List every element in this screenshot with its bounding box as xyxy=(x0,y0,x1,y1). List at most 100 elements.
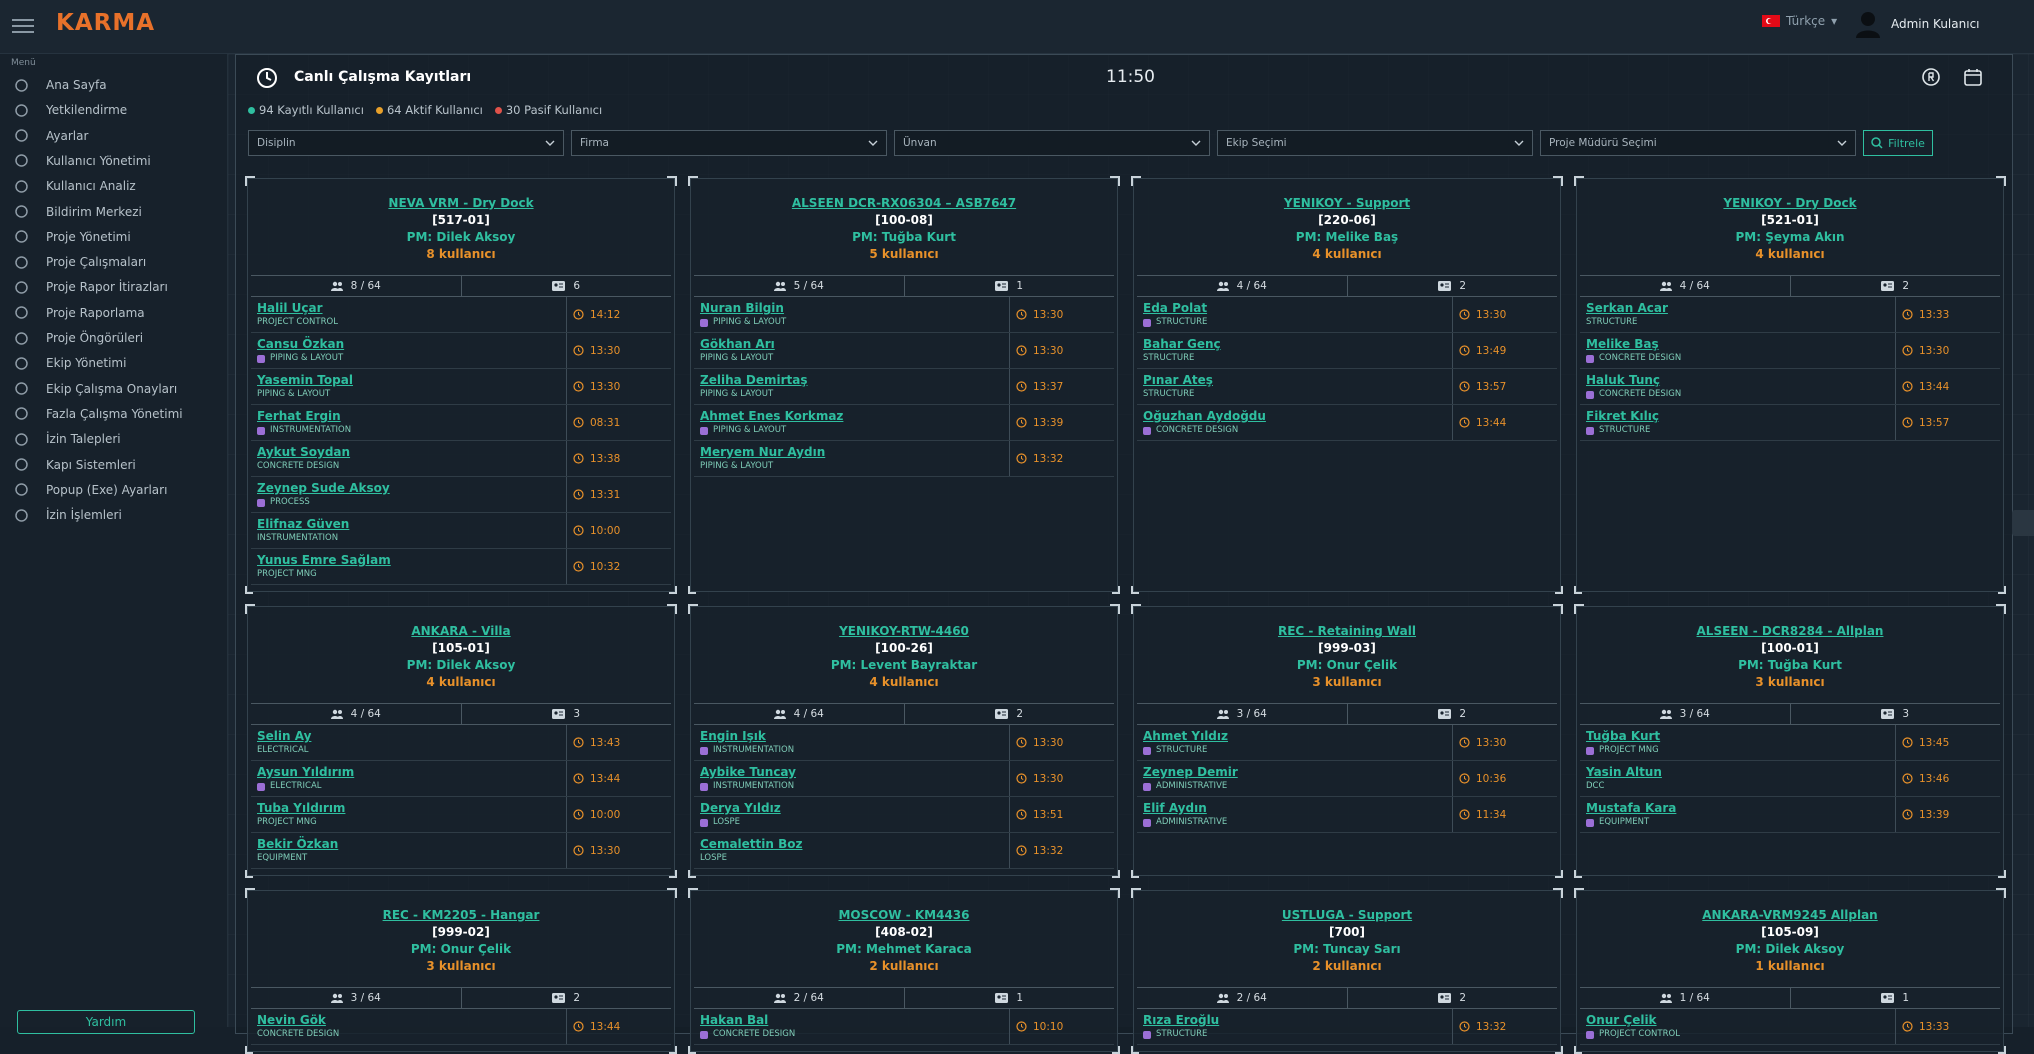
menu-toggle[interactable] xyxy=(12,18,34,34)
menu-item[interactable]: İzin İşlemleri xyxy=(14,504,122,526)
member-name[interactable]: Yasemin Topal xyxy=(257,373,353,387)
member-name[interactable]: Zeliha Demirtaş xyxy=(700,373,808,387)
role-label: STRUCTURE xyxy=(1156,1029,1208,1039)
member-name[interactable]: Ferhat Ergin xyxy=(257,409,341,423)
user-menu[interactable]: Admin Kulanıcı xyxy=(1855,10,1980,38)
member-name[interactable]: Hakan Bal xyxy=(700,1013,769,1027)
member-name[interactable]: Serkan Acar xyxy=(1586,301,1668,315)
filter-select[interactable]: Ünvan xyxy=(894,130,1210,156)
member-name[interactable]: Mustafa Kara xyxy=(1586,801,1677,815)
menu-item[interactable]: Kapı Sistemleri xyxy=(14,454,136,476)
role-label: ADMINISTRATIVE xyxy=(1156,817,1228,827)
card-value: 2 xyxy=(1459,708,1467,720)
member-name[interactable]: Selin Ay xyxy=(257,729,312,743)
menu-item[interactable]: Proje Öngörüleri xyxy=(14,327,143,349)
member-name[interactable]: Gökhan Arı xyxy=(700,337,775,351)
clock-icon xyxy=(1459,809,1470,820)
menu-icon xyxy=(14,128,29,143)
member-name[interactable]: Tuğba Kurt xyxy=(1586,729,1661,743)
menu-item[interactable]: Proje Yönetimi xyxy=(14,226,131,248)
member-name[interactable]: Tuba Yıldırım xyxy=(257,801,346,815)
help-button[interactable]: Yardım xyxy=(17,1010,195,1034)
project-title[interactable]: ALSEEN - DCR8284 - Allplan xyxy=(1696,624,1884,638)
card-stats: 4 / 64 2 xyxy=(1137,275,1557,297)
member-name[interactable]: Pınar Ateş xyxy=(1143,373,1213,387)
clock-icon xyxy=(1016,309,1027,320)
project-title[interactable]: NEVA VRM - Dry Dock xyxy=(388,196,534,210)
logo[interactable]: KARMA xyxy=(56,10,156,36)
project-title[interactable]: ANKARA - Villa xyxy=(411,624,511,638)
member-name[interactable]: Rıza Eroğlu xyxy=(1143,1013,1220,1027)
filter-button[interactable]: Filtrele xyxy=(1863,130,1933,156)
member-name[interactable]: Aykut Soydan xyxy=(257,445,351,459)
project-title[interactable]: YENIKOY-RTW-4460 xyxy=(839,624,969,638)
member-name[interactable]: Onur Çelik xyxy=(1586,1013,1657,1027)
menu-item[interactable]: Popup (Exe) Ayarları xyxy=(14,479,167,501)
member-name[interactable]: Nuran Bilgin xyxy=(700,301,784,315)
member-name[interactable]: Yunus Emre Sağlam xyxy=(257,553,391,567)
project-title[interactable]: ALSEEN DCR-RX06304 – ASB7647 xyxy=(791,196,1017,210)
project-title[interactable]: USTLUGA - Support xyxy=(1281,908,1413,922)
project-title[interactable]: YENIKOY - Support xyxy=(1283,196,1411,210)
member-name[interactable]: Eda Polat xyxy=(1143,301,1208,315)
filter-select[interactable]: Firma xyxy=(571,130,887,156)
member-name[interactable]: Nevin Gök xyxy=(257,1013,326,1027)
menu-item[interactable]: Proje Raporlama xyxy=(14,302,145,324)
member-name[interactable]: Melike Baş xyxy=(1586,337,1659,351)
member-name[interactable]: Yasin Altun xyxy=(1586,765,1662,779)
member-name[interactable]: Oğuzhan Aydoğdu xyxy=(1143,409,1266,423)
page: KARMA *{box-sizing:border-box} html,body… xyxy=(0,10,2034,1054)
menu-item[interactable]: Proje Rapor İtirazları xyxy=(14,276,168,298)
project-card: ANKARA - Villa [105-01] PM: Dilek Aksoy 4 k… xyxy=(245,604,677,878)
member-name[interactable]: Bekir Özkan xyxy=(257,837,339,851)
filter-select[interactable]: Disiplin xyxy=(248,130,564,156)
member-name[interactable]: Meryem Nur Aydın xyxy=(700,445,826,459)
member-name[interactable]: Derya Yıldız xyxy=(700,801,781,815)
calendar-button[interactable] xyxy=(1963,67,1983,87)
member-row: Zeliha Demirtaş PIPING & LAYOUT 13:37 xyxy=(694,369,1114,405)
member-name[interactable]: Haluk Tunç xyxy=(1586,373,1661,387)
member-name[interactable]: Halil Uçar xyxy=(257,301,323,315)
refresh-button[interactable] xyxy=(1921,67,1941,87)
member-name[interactable]: Cansu Özkan xyxy=(257,337,345,351)
menu-item[interactable]: İzin Talepleri xyxy=(14,428,121,450)
member-name[interactable]: Cemalettin Boz xyxy=(700,837,803,851)
menu-item[interactable]: Fazla Çalışma Yönetimi xyxy=(14,403,183,425)
member-name[interactable]: Elifnaz Güven xyxy=(257,517,350,531)
menu-item[interactable]: Kullanıcı Yönetimi xyxy=(14,150,151,172)
settings-tab[interactable] xyxy=(2012,510,2034,536)
member-name[interactable]: Elif Aydın xyxy=(1143,801,1207,815)
project-title[interactable]: YENIKOY - Dry Dock xyxy=(1723,196,1857,210)
clock-icon xyxy=(1902,381,1913,392)
menu-item[interactable]: Proje Çalışmaları xyxy=(14,251,146,273)
member-name[interactable]: Zeynep Demir xyxy=(1143,765,1238,779)
member-name[interactable]: Fikret Kılıç xyxy=(1586,409,1660,423)
menu-item[interactable]: Ekip Çalışma Onayları xyxy=(14,378,177,400)
menu-item[interactable]: Yetkilendirme xyxy=(14,99,127,121)
menu-item[interactable]: Kullanıcı Analiz xyxy=(14,175,136,197)
member-name[interactable]: Ahmet Yıldız xyxy=(1143,729,1228,743)
member-name[interactable]: Ahmet Enes Korkmaz xyxy=(700,409,844,423)
menu-icon xyxy=(14,179,29,194)
project-title[interactable]: REC - Retaining Wall xyxy=(1277,624,1416,638)
clock-icon xyxy=(573,773,584,784)
project-title[interactable]: REC - KM2205 - Hangar xyxy=(382,908,540,922)
member-name[interactable]: Zeynep Sude Aksoy xyxy=(257,481,390,495)
filter-select[interactable]: Proje Müdürü Seçimi xyxy=(1540,130,1856,156)
menu-item[interactable]: Bildirim Merkezi xyxy=(14,201,142,223)
menu-item[interactable]: Ayarlar xyxy=(14,125,88,147)
member-name[interactable]: Aybike Tuncay xyxy=(700,765,796,779)
card-count: 2 xyxy=(1346,276,1558,296)
member-name[interactable]: Engin Işık xyxy=(700,729,766,743)
language-select[interactable]: Türkçe ▾ xyxy=(1762,14,1837,28)
member-time: 13:33 xyxy=(1895,297,2000,332)
member-name[interactable]: Aysun Yıldırım xyxy=(257,765,355,779)
role-label: INSTRUMENTATION xyxy=(257,533,339,543)
filter-select[interactable]: Ekip Seçimi xyxy=(1217,130,1533,156)
menu-item[interactable]: Ana Sayfa xyxy=(14,74,107,96)
menu-item[interactable]: Ekip Yönetimi xyxy=(14,352,126,374)
project-title[interactable]: MOSCOW - KM4436 xyxy=(838,908,970,922)
clock-icon xyxy=(573,453,584,464)
member-name[interactable]: Bahar Genç xyxy=(1143,337,1221,351)
project-title[interactable]: ANKARA-VRM9245 Allplan xyxy=(1702,908,1878,922)
